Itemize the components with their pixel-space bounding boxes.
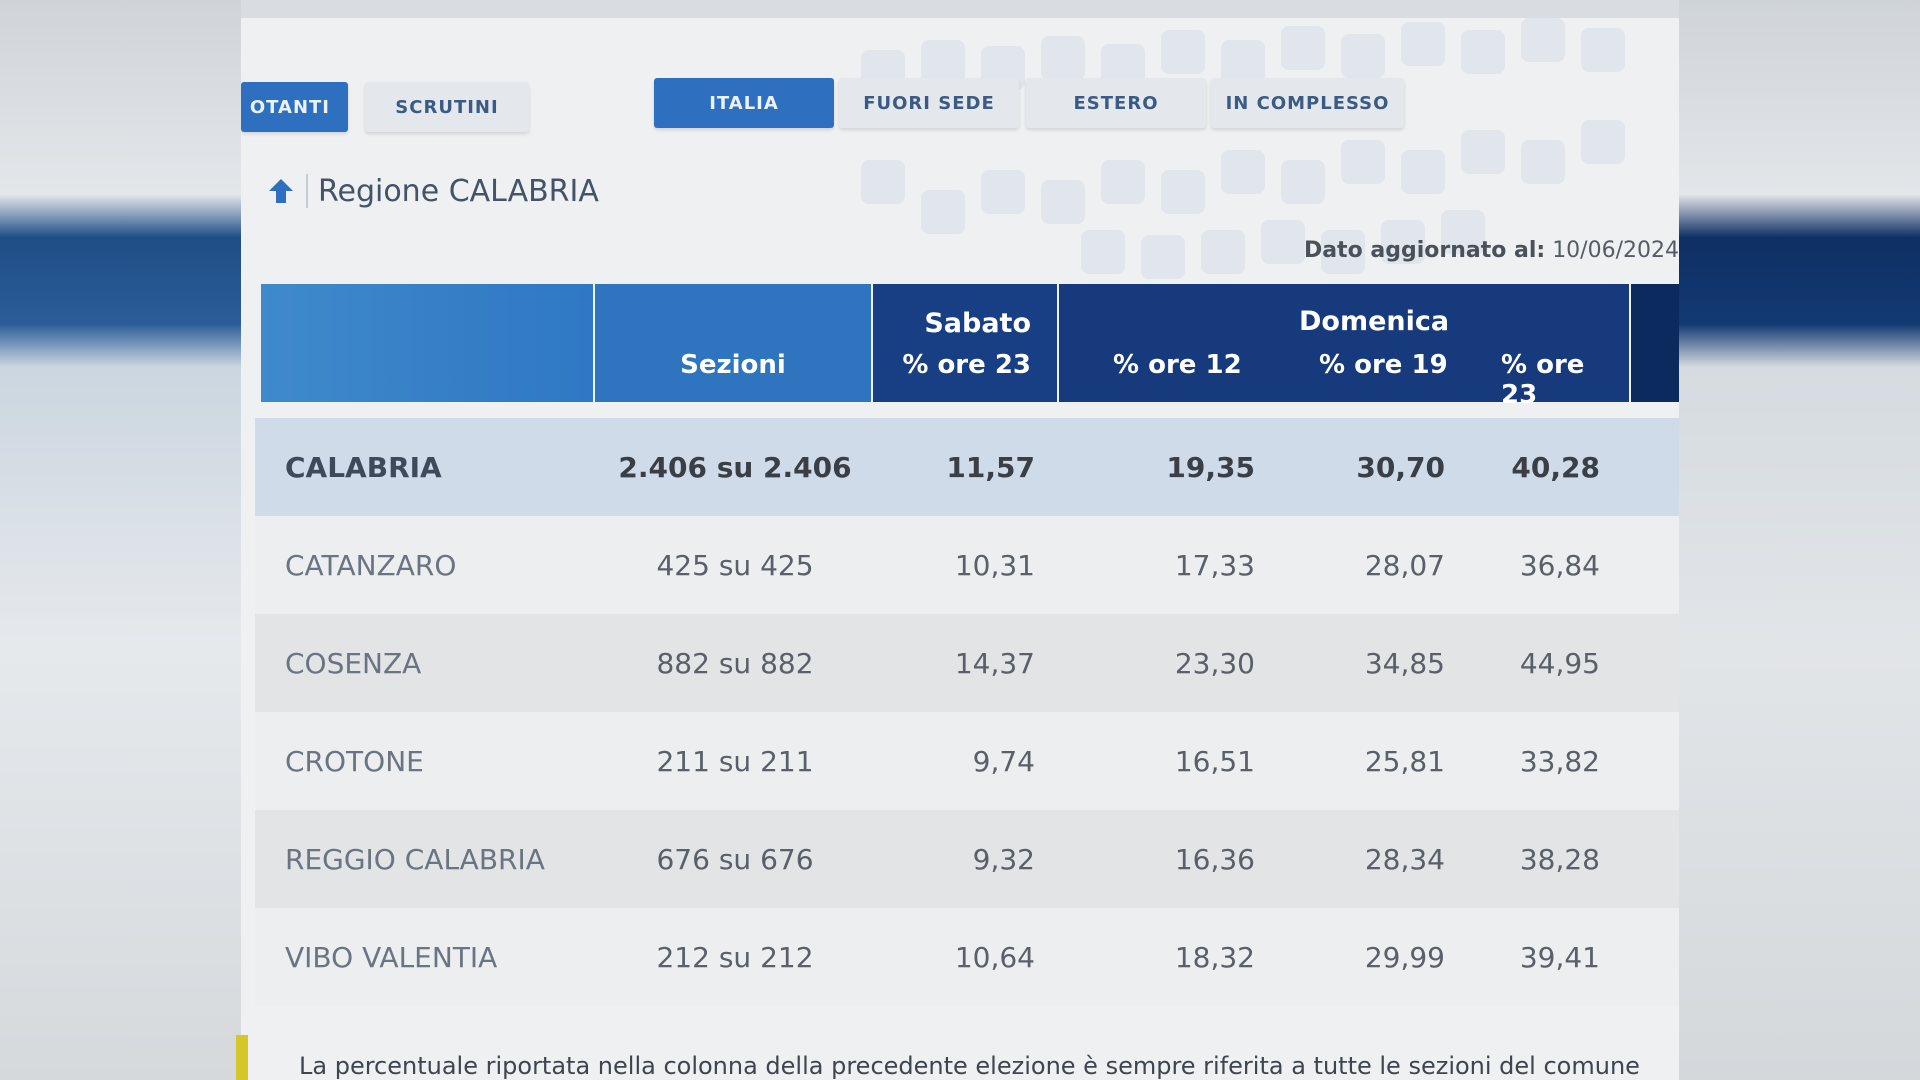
row-sabato-23: 9,32 [972, 842, 1035, 876]
row-sezioni: 676 su 676 [656, 842, 814, 876]
row-domenica-19: 28,34 [1364, 842, 1445, 876]
header-name-column [261, 284, 593, 402]
row-sabato-23: 14,37 [954, 646, 1035, 680]
row-sezioni: 2.406 su 2.406 [618, 450, 852, 484]
row-domenica-12: 16,51 [1174, 744, 1255, 778]
header-domenica-label: Domenica [1299, 306, 1450, 337]
arrow-up-icon[interactable] [264, 174, 298, 208]
row-sezioni: 882 su 882 [656, 646, 814, 680]
row-domenica-12: 19,35 [1166, 450, 1255, 484]
divider [306, 174, 308, 208]
header-sezioni: Sezioni [595, 284, 871, 402]
top-strip [241, 0, 1679, 18]
row-domenica-19: 34,85 [1364, 646, 1445, 680]
row-domenica-19: 25,81 [1364, 744, 1445, 778]
table-row-total[interactable]: CALABRIA 2.406 su 2.406 11,57 19,35 30,7… [255, 418, 1679, 516]
row-domenica-19: 29,99 [1364, 940, 1445, 974]
header-domenica-ore12: % ore 12 [1113, 350, 1242, 380]
tab-scrutini[interactable]: SCRUTINI [365, 82, 529, 132]
yellow-marker [236, 1035, 248, 1080]
header-domenica: Domenica % ore 12 % ore 19 % ore 23 [1059, 284, 1629, 410]
header-sabato-label: Sabato [924, 308, 1031, 339]
row-domenica-23: 33,82 [1519, 744, 1600, 778]
tab-estero[interactable]: ESTERO [1026, 78, 1206, 128]
background-left [0, 0, 241, 1080]
row-sabato-23: 10,31 [954, 548, 1035, 582]
page-title: Regione CALABRIA [318, 173, 599, 209]
row-name[interactable]: CATANZARO [285, 548, 457, 582]
row-name[interactable]: VIBO VALENTIA [285, 940, 498, 974]
table-row[interactable]: COSENZA 882 su 882 14,37 23,30 34,85 44,… [255, 614, 1679, 712]
decorative-tiles [241, 0, 1679, 280]
footnote: La percentuale riportata nella colonna d… [299, 1052, 1640, 1080]
row-domenica-23: 44,95 [1519, 646, 1600, 680]
row-domenica-12: 18,32 [1174, 940, 1255, 974]
tab-italia[interactable]: ITALIA [654, 78, 834, 128]
results-screen: OTANTI SCRUTINI ITALIA FUORI SEDE ESTERO… [241, 0, 1679, 1080]
row-domenica-19: 30,70 [1356, 450, 1445, 484]
region-header: Regione CALABRIA [264, 168, 599, 214]
row-domenica-12: 16,36 [1174, 842, 1255, 876]
row-name: CALABRIA [285, 450, 442, 484]
row-domenica-23: 36,84 [1519, 548, 1600, 582]
row-sezioni: 211 su 211 [656, 744, 814, 778]
row-name[interactable]: CROTONE [285, 744, 424, 778]
row-domenica-12: 17,33 [1174, 548, 1255, 582]
update-date: 10/06/2024 [1552, 238, 1679, 263]
header-sabato: Sabato % ore 23 [873, 284, 1057, 402]
table-row[interactable]: CATANZARO 425 su 425 10,31 17,33 28,07 3… [255, 516, 1679, 614]
row-domenica-12: 23,30 [1174, 646, 1255, 680]
header-domenica-ore23: % ore 23 [1501, 350, 1585, 410]
update-label: Dato aggiornato al: [1303, 238, 1546, 263]
header-domenica-ore19: % ore 19 [1319, 350, 1448, 380]
tab-in-complesso[interactable]: IN COMPLESSO [1211, 78, 1404, 128]
row-sezioni: 425 su 425 [656, 548, 814, 582]
row-domenica-23: 38,28 [1519, 842, 1600, 876]
row-sabato-23: 10,64 [954, 940, 1035, 974]
background-right [1679, 0, 1920, 1080]
row-domenica-23: 39,41 [1519, 940, 1600, 974]
row-domenica-19: 28,07 [1364, 548, 1445, 582]
table-header: Sezioni Sabato % ore 23 Domenica % ore 1… [261, 284, 1679, 410]
header-sabato-ore23: % ore 23 [902, 350, 1031, 380]
update-timestamp: Dato aggiornato al: 10/06/2024 [1304, 238, 1679, 263]
table-row[interactable]: CROTONE 211 su 211 9,74 16,51 25,81 33,8… [255, 712, 1679, 810]
tab-fuori-sede[interactable]: FUORI SEDE [839, 78, 1019, 128]
table-row[interactable]: VIBO VALENTIA 212 su 212 10,64 18,32 29,… [255, 908, 1679, 1006]
row-sabato-23: 11,57 [946, 450, 1035, 484]
header-extra-column [1631, 284, 1679, 402]
row-sezioni: 212 su 212 [656, 940, 814, 974]
row-name[interactable]: REGGIO CALABRIA [285, 842, 545, 876]
row-sabato-23: 9,74 [972, 744, 1035, 778]
table-row[interactable]: REGGIO CALABRIA 676 su 676 9,32 16,36 28… [255, 810, 1679, 908]
row-name[interactable]: COSENZA [285, 646, 422, 680]
row-domenica-23: 40,28 [1511, 450, 1600, 484]
tab-votanti[interactable]: OTANTI [241, 82, 348, 132]
